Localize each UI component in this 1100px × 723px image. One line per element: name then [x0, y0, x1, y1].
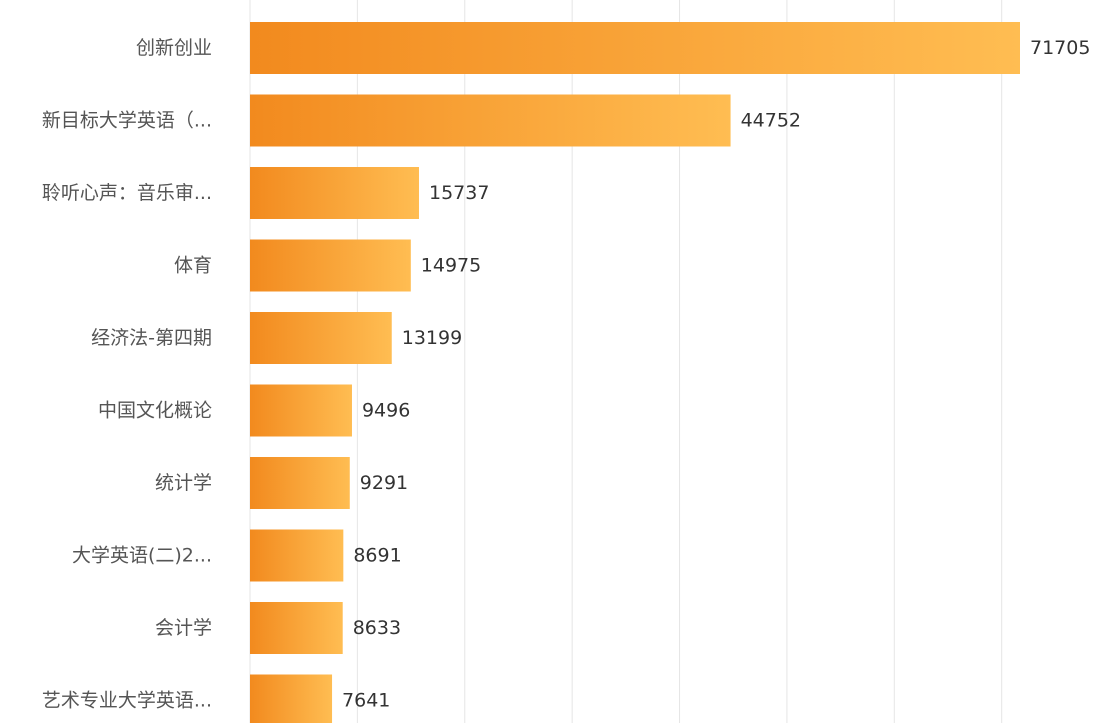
value-label: 15737 [429, 182, 489, 204]
category-label: 艺术专业大学英语... [42, 690, 212, 712]
value-label: 8691 [353, 545, 401, 567]
category-label: 会计学 [155, 617, 212, 639]
category-label: 经济法-第四期 [91, 327, 212, 349]
category-label: 创新创业 [136, 37, 212, 59]
bar[interactable] [250, 167, 419, 219]
bar[interactable] [250, 22, 1020, 74]
value-label: 9496 [362, 400, 410, 422]
category-label: 中国文化概论 [98, 400, 212, 422]
category-label: 统计学 [155, 472, 212, 494]
value-label: 8633 [353, 617, 401, 639]
bar[interactable] [250, 602, 343, 654]
value-labels: 71705 44752 15737 14975 13199 9496 9291 8691 863… [342, 37, 1090, 712]
bar[interactable] [250, 674, 333, 723]
bar[interactable] [250, 312, 392, 364]
bar[interactable] [250, 94, 731, 147]
value-label: 71705 [1030, 37, 1090, 59]
value-label: 7641 [342, 690, 390, 712]
category-label: 大学英语(二)2... [72, 545, 212, 567]
category-label: 体育 [174, 255, 212, 277]
bar[interactable] [250, 384, 352, 437]
bar[interactable] [250, 239, 411, 292]
value-label: 44752 [741, 110, 801, 132]
category-label: 聆听心声：音乐审... [42, 182, 212, 204]
value-label: 9291 [360, 472, 408, 494]
bar[interactable] [250, 457, 350, 509]
bar[interactable] [250, 529, 344, 582]
bars [250, 22, 1020, 723]
category-label: 新目标大学英语（... [42, 110, 212, 132]
value-label: 14975 [421, 255, 481, 277]
value-label: 13199 [402, 327, 462, 349]
